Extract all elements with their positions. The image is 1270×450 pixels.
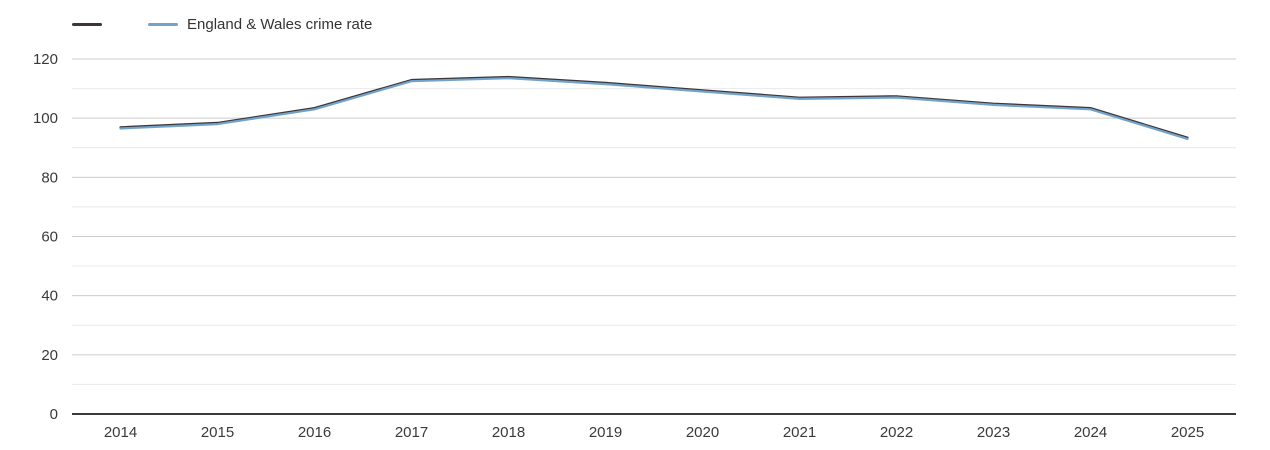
series-line-england-wales — [119, 77, 1189, 140]
x-tick-label: 2017 — [395, 424, 428, 441]
y-tick-label: 40 — [41, 288, 58, 305]
y-tick-label: 60 — [41, 229, 58, 246]
chart-legend: England & Wales crime rate — [72, 17, 372, 32]
x-tick-label: 2019 — [589, 424, 622, 441]
y-tick-label: 0 — [50, 406, 58, 423]
y-tick-label: 120 — [33, 51, 58, 68]
y-tick-label: 20 — [41, 347, 58, 364]
x-tick-label: 2014 — [104, 424, 137, 441]
y-tick-label: 100 — [33, 110, 58, 127]
legend-label-england-wales: England & Wales crime rate — [187, 16, 373, 33]
legend-line-swatch-dark — [72, 23, 102, 26]
y-tick-label: 80 — [41, 169, 58, 186]
x-tick-label: 2023 — [977, 424, 1010, 441]
x-tick-label: 2016 — [298, 424, 331, 441]
legend-item-england-wales[interactable]: England & Wales crime rate — [148, 17, 372, 32]
x-tick-label: 2021 — [783, 424, 816, 441]
legend-item-region[interactable] — [72, 23, 111, 26]
x-tick-label: 2025 — [1171, 424, 1204, 441]
x-tick-label: 2018 — [492, 424, 525, 441]
legend-line-swatch-blue — [148, 23, 178, 26]
x-tick-label: 2015 — [201, 424, 234, 441]
x-tick-label: 2020 — [686, 424, 719, 441]
x-tick-label: 2022 — [880, 424, 913, 441]
x-tick-label: 2024 — [1074, 424, 1107, 441]
series-line-region — [119, 75, 1189, 139]
